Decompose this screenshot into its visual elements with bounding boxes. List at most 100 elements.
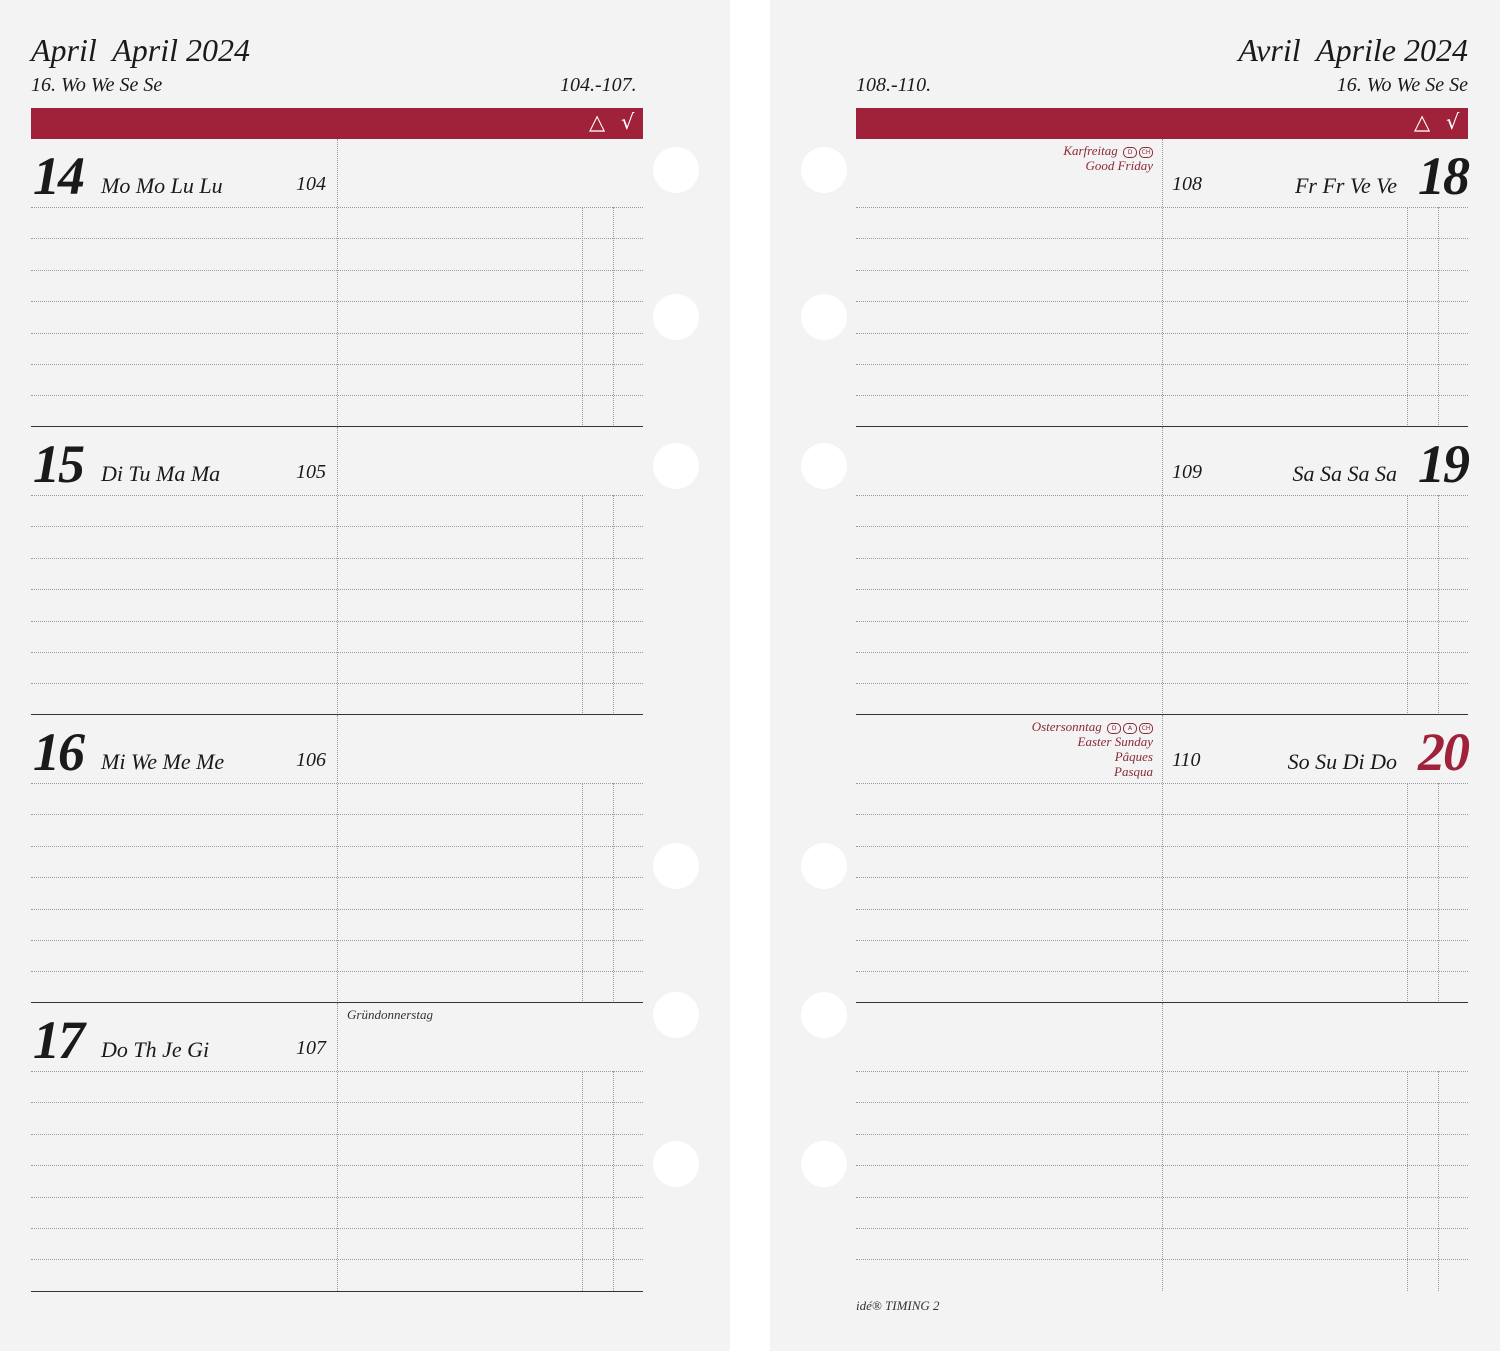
holiday-name: Pâques — [1114, 749, 1153, 764]
punch-hole — [653, 147, 699, 193]
left-page: April April 2024 16. Wo We Se Se 104.-10… — [0, 0, 730, 1351]
column-line — [1438, 1071, 1439, 1291]
holiday-note: Karfreitag D CH Good Friday — [1063, 143, 1153, 173]
day-divider — [31, 714, 643, 715]
day-of-year: 107 — [296, 1037, 326, 1059]
holiday-name: Karfreitag — [1063, 143, 1118, 158]
day-number: 15 — [33, 434, 85, 494]
day-names: So Su Di Do — [1287, 749, 1397, 774]
day-names: Di Tu Ma Ma — [101, 461, 221, 486]
right-page: Avril Aprile 2024 108.-110. 16. Wo We Se… — [770, 0, 1500, 1351]
punch-hole — [801, 1141, 847, 1187]
column-line — [1162, 427, 1163, 715]
column-line — [337, 139, 338, 427]
day-of-year: 104 — [296, 173, 326, 195]
day-names: Do Th Je Gi — [101, 1037, 210, 1062]
country-badge: A — [1123, 722, 1137, 734]
punch-hole — [801, 443, 847, 489]
day-divider — [856, 426, 1468, 427]
punch-hole — [801, 294, 847, 340]
triangle-icon: △ — [589, 110, 606, 134]
column-line — [1162, 139, 1163, 427]
triangle-icon: △ — [1414, 110, 1431, 134]
day-divider — [856, 1002, 1468, 1003]
day-range: 108.-110. — [856, 74, 932, 96]
punch-hole — [801, 843, 847, 889]
country-badge: CH — [1139, 722, 1153, 734]
day-divider — [31, 1002, 643, 1003]
column-line — [1407, 783, 1408, 1003]
day-names: Sa Sa Sa Sa — [1292, 461, 1398, 486]
column-line — [1407, 1071, 1408, 1291]
punch-hole — [801, 992, 847, 1038]
day-names: Mo Mo Lu Lu — [101, 173, 223, 198]
day-names: Mi We Me Me — [101, 749, 225, 774]
punch-hole — [801, 147, 847, 193]
day-names: Fr Fr Ve Ve — [1294, 173, 1397, 198]
punch-hole — [653, 294, 699, 340]
day-number: 17 — [33, 1010, 85, 1070]
column-line — [1438, 495, 1439, 715]
day-number: 14 — [33, 146, 85, 206]
column-line — [582, 1071, 583, 1291]
column-line — [1407, 207, 1408, 427]
column-line — [582, 495, 583, 715]
notes-block[interactable] — [856, 1002, 1468, 1291]
footer-brand: idé® TIMING 2 — [856, 1298, 940, 1313]
holiday-name: Good Friday — [1085, 158, 1153, 173]
holiday-note: Ostersonntag D A CH Easter Sunday Pâques P… — [1032, 719, 1153, 779]
day-of-year: 109 — [1172, 461, 1202, 483]
column-line — [1407, 495, 1408, 715]
day-number: 18 — [1418, 146, 1470, 206]
column-line — [582, 783, 583, 1003]
month-title: April April 2024 — [31, 32, 250, 68]
day-number: 16 — [33, 722, 85, 782]
week-label: 16. Wo We Se Se — [31, 74, 163, 96]
punch-hole — [653, 992, 699, 1038]
day-range: 104.-107. — [560, 74, 637, 96]
country-badge: CH — [1139, 146, 1153, 158]
holiday-name: Ostersonntag — [1031, 719, 1102, 734]
day-divider — [856, 714, 1468, 715]
month-title: Avril Aprile 2024 — [1238, 32, 1468, 68]
column-line — [582, 207, 583, 427]
day-block[interactable]: Karfreitag D CH Good Friday 108 Fr Fr Ve … — [856, 139, 1470, 427]
bottom-rule — [31, 1291, 643, 1292]
day-block[interactable]: 14 Mo Mo Lu Lu 104 — [31, 139, 643, 427]
day-of-year: 105 — [296, 461, 326, 483]
holiday-name: Pasqua — [1114, 764, 1153, 779]
day-block[interactable]: Ostersonntag D A CH Easter Sunday Pâques P… — [856, 714, 1470, 1003]
punch-hole — [653, 1141, 699, 1187]
column-line — [613, 783, 614, 1003]
day-divider — [31, 426, 643, 427]
column-line — [337, 1003, 338, 1291]
column-line — [613, 495, 614, 715]
day-of-year: 110 — [1172, 749, 1201, 771]
punch-hole — [653, 443, 699, 489]
column-line — [1438, 207, 1439, 427]
check-icon: √ — [621, 110, 635, 134]
holiday-note: Gründonnerstag — [347, 1007, 433, 1022]
day-block[interactable]: 109 Sa Sa Sa Sa 19 — [856, 426, 1470, 715]
day-block[interactable]: 15 Di Tu Ma Ma 105 — [31, 426, 643, 715]
column-line — [337, 427, 338, 715]
week-label: 16. Wo We Se Se — [1336, 74, 1468, 96]
country-badge: D — [1107, 722, 1121, 734]
day-of-year: 108 — [1172, 173, 1202, 195]
day-block[interactable]: Gründonnerstag 17 Do Th Je Gi 107 — [31, 1002, 643, 1291]
day-block[interactable]: 16 Mi We Me Me 106 — [31, 714, 643, 1003]
column-line — [337, 715, 338, 1003]
column-line — [1162, 715, 1163, 1003]
day-of-year: 106 — [296, 749, 326, 771]
column-line — [613, 207, 614, 427]
column-line — [613, 1071, 614, 1291]
day-number: 19 — [1418, 434, 1470, 494]
column-line — [1162, 1003, 1163, 1291]
day-number: 20 — [1418, 722, 1470, 782]
header-bar: △ √ — [856, 108, 1468, 139]
column-line — [1438, 783, 1439, 1003]
holiday-name: Easter Sunday — [1077, 734, 1153, 749]
country-badge: D — [1123, 146, 1137, 158]
header-bar: △ √ — [31, 108, 643, 139]
check-icon: √ — [1446, 110, 1460, 134]
